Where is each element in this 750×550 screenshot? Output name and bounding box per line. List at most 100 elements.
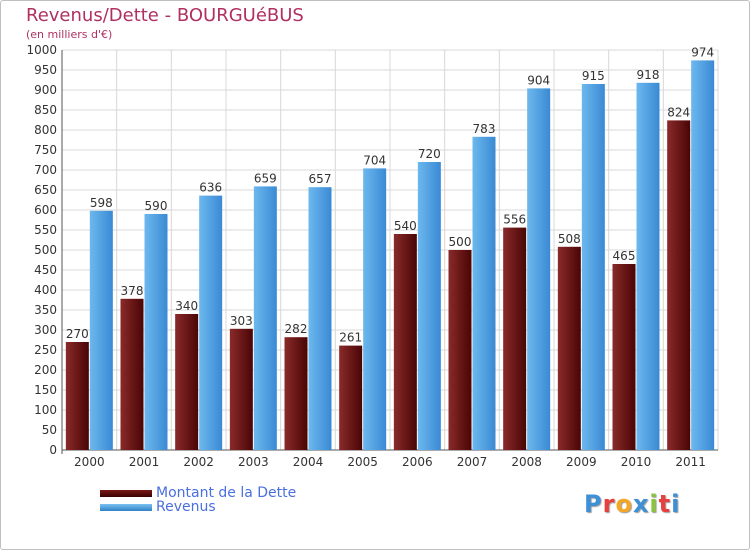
bar-revenus — [144, 214, 168, 450]
bar-dette — [612, 264, 636, 450]
x-tick-label: 2005 — [347, 455, 378, 469]
legend-label-revenus: Revenus — [156, 499, 216, 515]
chart-subtitle: (en milliers d'€) — [26, 28, 113, 41]
y-tick-label: 550 — [34, 223, 57, 237]
y-tick-label: 400 — [34, 283, 57, 297]
legend: Montant de la Dette Revenus — [100, 485, 297, 515]
bar-dette — [557, 246, 581, 450]
x-tick-label: 2010 — [621, 455, 652, 469]
bar-revenus — [527, 88, 551, 451]
bar-dette — [339, 345, 363, 450]
data-label-dette: 282 — [285, 322, 308, 336]
data-label-dette: 465 — [613, 249, 636, 263]
data-label-dette: 270 — [66, 327, 89, 341]
bar-revenus — [199, 195, 223, 450]
y-tick-label: 150 — [34, 383, 57, 397]
y-tick-label: 50 — [42, 423, 57, 437]
y-tick-label: 350 — [34, 303, 57, 317]
legend-swatch-revenus — [100, 503, 152, 511]
data-label-revenus: 590 — [145, 199, 168, 213]
y-tick-label: 750 — [34, 143, 57, 157]
grid-layer — [61, 49, 719, 451]
data-label-dette: 261 — [339, 331, 362, 345]
bar-revenus — [253, 186, 277, 450]
y-tick-label: 600 — [34, 203, 57, 217]
data-label-revenus: 915 — [582, 69, 605, 83]
label-layer: 270 598 378 590 340 636 303 659 282 657 261 704 540 7… — [66, 45, 714, 344]
x-tick-label: 2006 — [402, 455, 433, 469]
data-label-dette: 508 — [558, 232, 581, 246]
y-tick-label: 950 — [34, 63, 57, 77]
bar-dette — [503, 227, 527, 450]
legend-item-revenus: Revenus — [100, 499, 296, 515]
x-tick-label: 2000 — [74, 455, 105, 469]
data-label-revenus: 918 — [637, 68, 660, 82]
x-tick-label: 2009 — [566, 455, 597, 469]
legend-swatch-dette — [100, 489, 152, 497]
y-tick-label: 800 — [34, 123, 57, 137]
logo-letter: t — [658, 490, 672, 518]
x-tick-label: 2001 — [129, 455, 160, 469]
y-tick-label: 650 — [34, 183, 57, 197]
data-label-revenus: 598 — [90, 196, 113, 210]
bar-dette — [284, 337, 308, 450]
x-tick-label: 2004 — [293, 455, 324, 469]
chart-title: Revenus/Dette - BOURGUéBUS — [26, 5, 304, 26]
data-label-revenus: 904 — [527, 73, 550, 87]
data-label-revenus: 657 — [309, 172, 332, 186]
logo-letter: i — [649, 490, 659, 518]
data-label-revenus: 974 — [691, 45, 714, 59]
logo-letter: o — [615, 490, 633, 518]
bar-dette — [65, 342, 89, 450]
y-tick-label: 700 — [34, 163, 57, 177]
bar-revenus — [472, 136, 496, 451]
bar-revenus — [636, 82, 660, 451]
legend-item-dette: Montant de la Dette — [100, 485, 297, 501]
y-tick-label: 250 — [34, 343, 57, 357]
x-tick-label: 2007 — [457, 455, 488, 469]
data-label-dette: 340 — [175, 299, 198, 313]
y-tick-label: 1000 — [26, 43, 57, 57]
bar-layer — [65, 60, 715, 451]
axis-layer: 0 50 100 150 200 250 300 350 400 450 500 550 600 650 7… — [26, 43, 718, 469]
logo-letter: P — [584, 490, 603, 518]
data-label-revenus: 659 — [254, 171, 277, 185]
x-tick-label: 2011 — [675, 455, 706, 469]
data-label-dette: 500 — [449, 235, 472, 249]
y-tick-label: 200 — [34, 363, 57, 377]
bar-dette — [120, 298, 144, 450]
proxiti-logo: Proxiti — [584, 490, 680, 518]
data-label-revenus: 720 — [418, 147, 441, 161]
bar-revenus — [417, 162, 441, 450]
bar-dette — [175, 314, 199, 450]
data-label-revenus: 636 — [199, 181, 222, 195]
data-label-dette: 540 — [394, 219, 417, 233]
logo-letter: r — [602, 490, 616, 518]
logo-letter: i — [671, 490, 681, 518]
bar-revenus — [89, 210, 113, 450]
data-label-dette: 303 — [230, 314, 253, 328]
logo-letter: x — [632, 490, 650, 518]
y-tick-label: 0 — [49, 443, 57, 457]
y-tick-label: 850 — [34, 103, 57, 117]
bar-dette — [448, 250, 472, 450]
bar-revenus — [691, 60, 715, 451]
data-label-dette: 378 — [121, 284, 144, 298]
x-tick-label: 2002 — [183, 455, 214, 469]
data-label-revenus: 704 — [363, 153, 386, 167]
y-tick-label: 450 — [34, 263, 57, 277]
y-tick-label: 100 — [34, 403, 57, 417]
data-label-revenus: 783 — [473, 122, 496, 136]
y-tick-label: 900 — [34, 83, 57, 97]
bar-revenus — [363, 168, 387, 450]
y-tick-label: 500 — [34, 243, 57, 257]
x-tick-label: 2003 — [238, 455, 269, 469]
data-label-dette: 556 — [503, 213, 526, 227]
bar-revenus — [581, 84, 605, 450]
y-tick-label: 300 — [34, 323, 57, 337]
legend-label-dette: Montant de la Dette — [156, 485, 297, 501]
x-tick-label: 2008 — [511, 455, 542, 469]
bar-revenus — [308, 187, 332, 450]
data-label-dette: 824 — [667, 105, 690, 119]
